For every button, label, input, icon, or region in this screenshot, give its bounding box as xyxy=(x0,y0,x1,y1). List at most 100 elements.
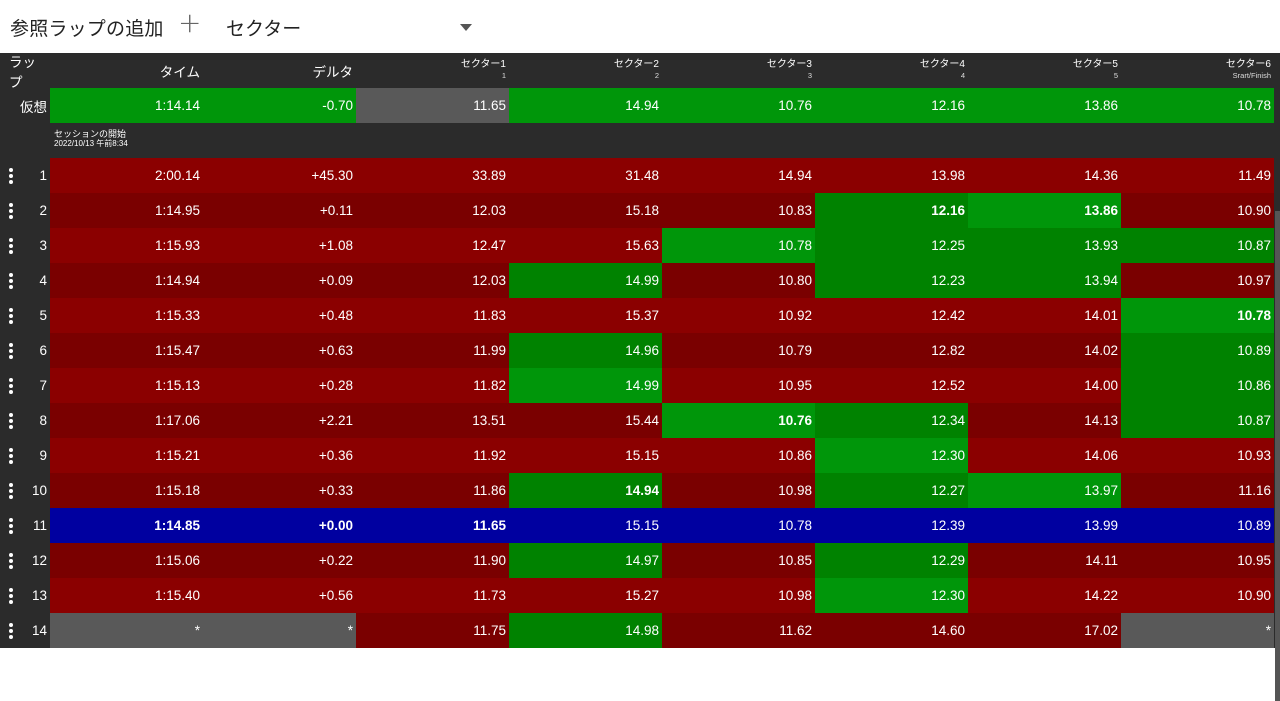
lap-number-cell: 6 xyxy=(0,333,50,368)
lap-sector-cell: 13.51 xyxy=(356,403,509,438)
lap-row[interactable]: 11 1:14.85 +0.00 11.65 15.15 10.78 12.39 13.99 1… xyxy=(0,508,1280,543)
lap-sector-cell: 13.93 xyxy=(968,228,1121,263)
more-vert-icon[interactable] xyxy=(9,412,13,429)
lap-sector-cell: 11.75 xyxy=(356,613,509,648)
more-vert-icon[interactable] xyxy=(9,237,13,254)
kebab-dot xyxy=(9,552,13,557)
plus-icon[interactable]: + xyxy=(178,6,202,39)
lap-delta-cell: +45.30 xyxy=(203,158,356,193)
more-vert-icon[interactable] xyxy=(9,377,13,394)
caret-down-icon[interactable] xyxy=(460,24,472,31)
more-vert-icon[interactable] xyxy=(9,307,13,324)
lap-sector-cell: 10.85 xyxy=(662,543,815,578)
header-sector-name: セクター6 xyxy=(1225,59,1271,70)
lap-time-cell: 1:15.40 xyxy=(50,578,203,613)
lap-number: 6 xyxy=(39,343,47,358)
lap-sector-cell: 15.15 xyxy=(509,508,662,543)
lap-time-cell: 1:14.85 xyxy=(50,508,203,543)
kebab-dot xyxy=(9,237,13,242)
lap-row[interactable]: 8 1:17.06 +2.21 13.51 15.44 10.76 12.34 14.13 10… xyxy=(0,403,1280,438)
more-vert-icon[interactable] xyxy=(9,622,13,639)
scrollbar[interactable] xyxy=(1275,211,1280,701)
lap-sector-cell: 10.95 xyxy=(662,368,815,403)
ideal-delta-cell: -0.70 xyxy=(203,88,356,123)
kebab-dot xyxy=(9,628,13,633)
lap-delta-cell: +0.63 xyxy=(203,333,356,368)
lap-number-cell: 14 xyxy=(0,613,50,648)
lap-sector-cell: 10.95 xyxy=(1121,543,1274,578)
lap-delta-cell: +1.08 xyxy=(203,228,356,263)
session-start-row: セッションの開始 2022/10/13 午前8:34 xyxy=(0,123,1280,158)
lap-row[interactable]: 3 1:15.93 +1.08 12.47 15.63 10.78 12.25 13.93 10… xyxy=(0,228,1280,263)
lap-sector-cell: 12.16 xyxy=(815,193,968,228)
lap-sector-cell: 12.47 xyxy=(356,228,509,263)
add-reference-lap-button[interactable]: 参照ラップの追加 xyxy=(10,18,164,40)
lap-sector-cell: 11.92 xyxy=(356,438,509,473)
more-vert-icon[interactable] xyxy=(9,517,13,534)
lap-row[interactable]: 14 * * 11.75 14.98 11.62 14.60 17.02 * xyxy=(0,613,1280,648)
more-vert-icon[interactable] xyxy=(9,272,13,289)
lap-row[interactable]: 5 1:15.33 +0.48 11.83 15.37 10.92 12.42 14.01 10… xyxy=(0,298,1280,333)
lap-sector-cell: 10.86 xyxy=(662,438,815,473)
lap-sector-cell: 14.60 xyxy=(815,613,968,648)
lap-sector-cell: 13.97 xyxy=(968,473,1121,508)
lap-sector-cell: 11.49 xyxy=(1121,158,1274,193)
kebab-dot xyxy=(9,354,13,359)
lap-number: 3 xyxy=(39,238,47,253)
kebab-dot xyxy=(9,482,13,487)
lap-row[interactable]: 1 2:00.14 +45.30 33.89 31.48 14.94 13.98 14.36 1… xyxy=(0,158,1280,193)
lap-sector-cell: 14.97 xyxy=(509,543,662,578)
lap-row[interactable]: 9 1:15.21 +0.36 11.92 15.15 10.86 12.30 14.06 10… xyxy=(0,438,1280,473)
header-time: タイム xyxy=(159,64,200,80)
lap-delta-cell: +0.22 xyxy=(203,543,356,578)
lap-row[interactable]: 4 1:14.94 +0.09 12.03 14.99 10.80 12.23 13.94 10… xyxy=(0,263,1280,298)
table-header: ラップ タイム デルタ セクター1 1 セクター2 2 セクター3 3 セクター4 4 セクター… xyxy=(0,53,1280,90)
sector-dropdown-value: セクター xyxy=(226,18,302,40)
lap-sector-cell: 11.82 xyxy=(356,368,509,403)
kebab-dot xyxy=(9,634,13,639)
lap-time-cell: 1:14.94 xyxy=(50,263,203,298)
sector-dropdown[interactable]: セクター xyxy=(226,12,476,42)
kebab-dot xyxy=(9,418,13,423)
lap-number: 13 xyxy=(31,588,47,603)
lap-delta-cell: +0.36 xyxy=(203,438,356,473)
more-vert-icon[interactable] xyxy=(9,447,13,464)
header-sector-5: セクター5 5 xyxy=(968,53,1121,88)
more-vert-icon[interactable] xyxy=(9,587,13,604)
lap-number-cell: 11 xyxy=(0,508,50,543)
lap-delta-cell: +0.33 xyxy=(203,473,356,508)
lap-sector-cell: 13.98 xyxy=(815,158,968,193)
lap-time-cell: 1:15.93 xyxy=(50,228,203,263)
more-vert-icon[interactable] xyxy=(9,202,13,219)
lap-sector-cell: 10.98 xyxy=(662,578,815,613)
lap-number-cell: 10 xyxy=(0,473,50,508)
lap-table: ラップ タイム デルタ セクター1 1 セクター2 2 セクター3 3 セクター4 4 セクター… xyxy=(0,53,1280,701)
kebab-dot xyxy=(9,622,13,627)
lap-number-cell: 8 xyxy=(0,403,50,438)
ideal-sector-cell: 10.76 xyxy=(662,88,815,123)
lap-sector-cell: 15.27 xyxy=(509,578,662,613)
lap-row[interactable]: 10 1:15.18 +0.33 11.86 14.94 10.98 12.27 13.97 1… xyxy=(0,473,1280,508)
lap-sector-cell: 10.87 xyxy=(1121,403,1274,438)
lap-row[interactable]: 2 1:14.95 +0.11 12.03 15.18 10.83 12.16 13.86 10… xyxy=(0,193,1280,228)
ideal-sector-cell: 10.78 xyxy=(1121,88,1274,123)
more-vert-icon[interactable] xyxy=(9,482,13,499)
lap-sector-cell: 12.52 xyxy=(815,368,968,403)
lap-sector-cell: 15.37 xyxy=(509,298,662,333)
kebab-dot xyxy=(9,459,13,464)
lap-row[interactable]: 7 1:15.13 +0.28 11.82 14.99 10.95 12.52 14.00 10… xyxy=(0,368,1280,403)
lap-row[interactable]: 6 1:15.47 +0.63 11.99 14.96 10.79 12.82 14.02 10… xyxy=(0,333,1280,368)
lap-sector-cell: 14.11 xyxy=(968,543,1121,578)
kebab-dot xyxy=(9,319,13,324)
lap-sector-cell: 10.90 xyxy=(1121,578,1274,613)
lap-row[interactable]: 13 1:15.40 +0.56 11.73 15.27 10.98 12.30 14.22 1… xyxy=(0,578,1280,613)
lap-row[interactable]: 12 1:15.06 +0.22 11.90 14.97 10.85 12.29 14.11 1… xyxy=(0,543,1280,578)
lap-sector-cell: 14.94 xyxy=(509,473,662,508)
kebab-dot xyxy=(9,179,13,184)
lap-number: 7 xyxy=(39,378,47,393)
lap-sector-cell: 12.25 xyxy=(815,228,968,263)
header-sector-sub: 3 xyxy=(807,71,812,80)
more-vert-icon[interactable] xyxy=(9,167,13,184)
more-vert-icon[interactable] xyxy=(9,342,13,359)
more-vert-icon[interactable] xyxy=(9,552,13,569)
